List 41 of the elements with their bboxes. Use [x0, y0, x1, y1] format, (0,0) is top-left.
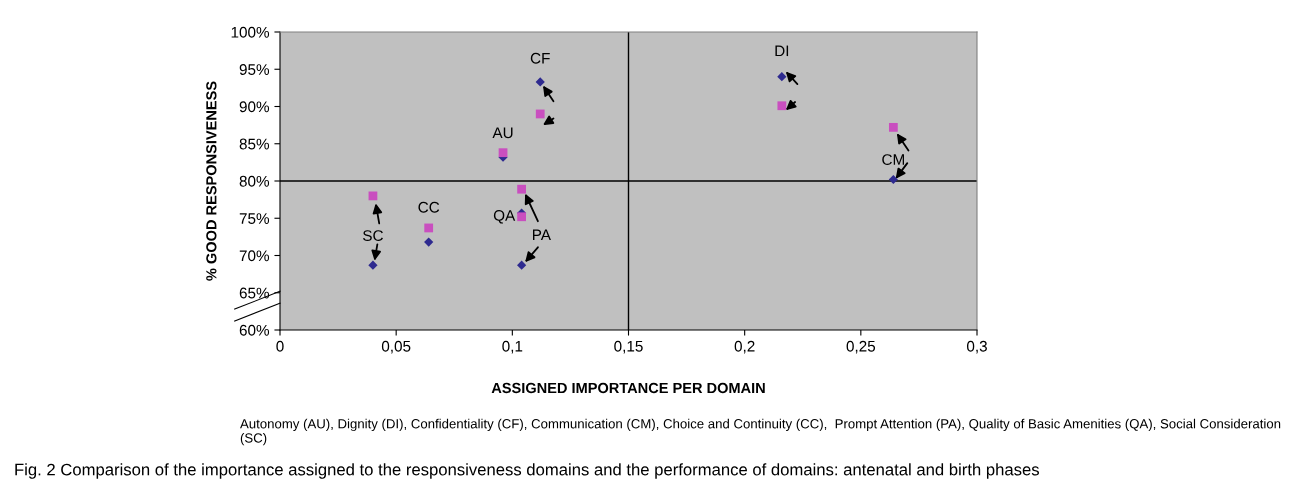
point: [424, 237, 434, 247]
point: [535, 109, 545, 119]
point: [498, 148, 508, 158]
x-tick-label: 0,3: [966, 340, 987, 354]
point: [517, 184, 527, 194]
y-tick-label: 65%: [239, 287, 270, 299]
caption: Fig. 2 Comparison of the importance assigned to the responsiveness domains and the performance of domains: antenatal and birth phases: [15, 463, 1039, 479]
point: [368, 260, 378, 270]
y-tick-label: 60%: [239, 324, 270, 336]
point: [424, 223, 434, 233]
y-tick-label: 80%: [239, 175, 270, 187]
point: [888, 174, 898, 185]
y-tick-label: 70%: [239, 250, 270, 262]
y-tick-label: 100%: [231, 26, 270, 38]
annotation: CM: [882, 154, 904, 165]
annotation: PA: [533, 229, 551, 241]
x-tick-label: 0,05: [381, 340, 411, 354]
x-tick-label: 0,25: [846, 340, 876, 354]
point: [777, 72, 787, 82]
point: [888, 122, 898, 132]
y-tick-label: 95%: [239, 64, 270, 75]
point: [777, 101, 787, 111]
x-axis-title: ASSIGNED IMPORTANCE PER DOMAIN: [491, 382, 765, 394]
x-tick-label: 0,15: [614, 340, 643, 354]
text: Autonomy (AU), Dignity (DI), Confidentiality (CF), Communication (CM), Choice and Continuity (CC), Prompt Attention (PA), Quality of Basic Amenities (QA), Social Consideration (SC): [240, 418, 1281, 446]
annotation: QA: [493, 210, 516, 224]
annotation: DI: [775, 45, 789, 57]
y-axis-title: % GOOD RESPONSIVENESS: [206, 81, 217, 281]
y-tick-label: 85%: [239, 138, 270, 150]
y-tick-label: 75%: [239, 213, 270, 224]
x-tick-label: 0,2: [734, 340, 755, 354]
x-tick-label: 0,1: [502, 340, 523, 354]
point: [517, 212, 527, 222]
annotation: CF: [530, 52, 550, 64]
y-tick-label: 90%: [239, 101, 270, 113]
annotation: SC: [363, 230, 383, 241]
annotation: AU: [492, 127, 513, 139]
point: [517, 260, 527, 270]
point: [535, 77, 545, 87]
annotation: CC: [418, 201, 440, 213]
x-tick-label: 0: [276, 340, 284, 352]
